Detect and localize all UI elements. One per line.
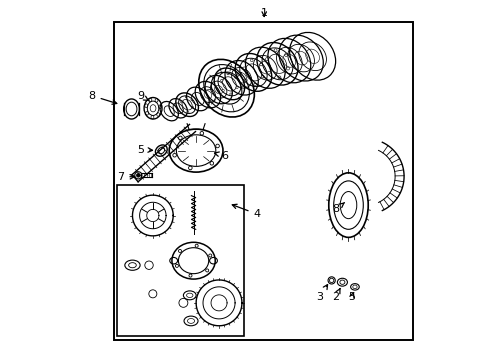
Circle shape [205,269,208,272]
Circle shape [175,264,178,267]
Circle shape [284,54,287,57]
Circle shape [244,79,247,82]
Circle shape [253,83,256,86]
Circle shape [234,76,236,78]
Circle shape [286,67,289,70]
Circle shape [222,89,224,92]
Circle shape [229,93,231,95]
Text: 2: 2 [332,288,340,302]
Circle shape [261,75,264,78]
Bar [113,22,412,339]
Text: 8: 8 [88,91,117,104]
Circle shape [136,174,140,177]
Circle shape [226,73,229,75]
Circle shape [195,244,198,247]
Circle shape [220,79,223,81]
Text: 5: 5 [137,144,152,154]
Circle shape [188,274,192,277]
Circle shape [178,249,181,252]
Text: 1: 1 [260,8,267,18]
Circle shape [277,76,280,79]
Bar [117,185,244,336]
Circle shape [208,254,211,257]
Text: 3: 3 [316,285,327,302]
Circle shape [236,86,238,89]
Circle shape [185,96,186,98]
Circle shape [265,58,268,60]
Text: 4: 4 [232,204,260,219]
Circle shape [259,63,262,66]
Text: 7: 7 [117,172,134,182]
Text: 9: 9 [137,91,149,101]
Circle shape [250,59,253,62]
Text: 6: 6 [214,150,228,161]
Circle shape [180,101,182,103]
Text: 5: 5 [348,292,355,302]
Circle shape [182,109,183,111]
Circle shape [243,67,245,69]
Circle shape [273,49,277,52]
Text: 8: 8 [332,203,344,215]
Circle shape [190,99,192,100]
Circle shape [267,71,270,74]
Circle shape [187,112,188,113]
Circle shape [192,107,193,108]
